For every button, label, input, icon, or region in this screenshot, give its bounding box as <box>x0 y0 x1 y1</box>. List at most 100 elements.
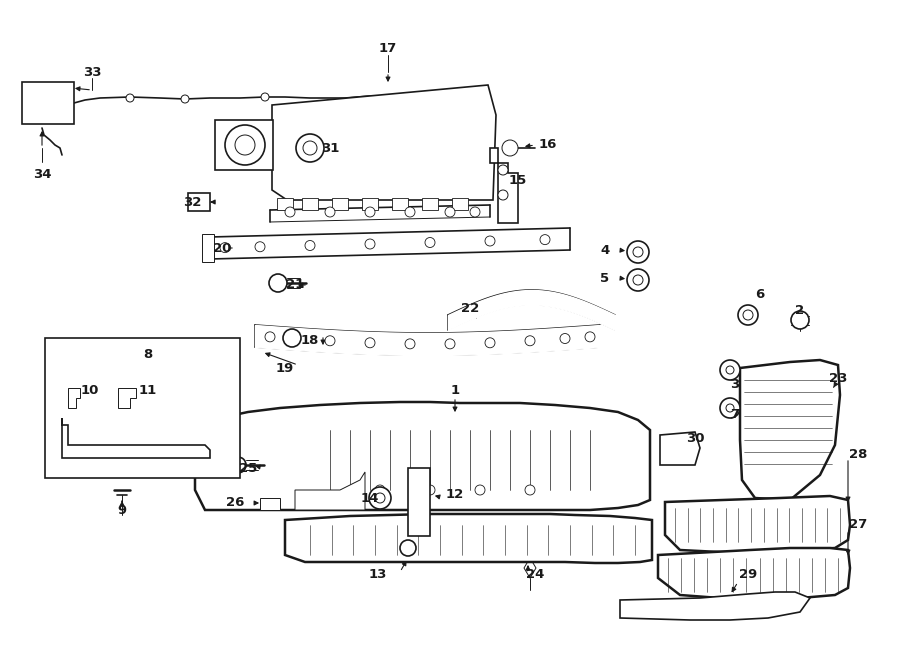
Polygon shape <box>62 418 210 458</box>
Circle shape <box>265 332 275 342</box>
Circle shape <box>627 269 649 291</box>
Circle shape <box>498 165 508 175</box>
Circle shape <box>540 235 550 245</box>
Text: 13: 13 <box>369 568 387 582</box>
Circle shape <box>365 338 375 348</box>
Bar <box>260 498 280 510</box>
Text: 9: 9 <box>117 504 127 516</box>
Polygon shape <box>658 548 850 598</box>
Bar <box>202 234 214 262</box>
Circle shape <box>365 207 375 217</box>
Circle shape <box>365 239 375 249</box>
Text: 31: 31 <box>320 141 339 155</box>
Circle shape <box>290 334 300 344</box>
Bar <box>215 120 273 170</box>
Polygon shape <box>272 85 496 200</box>
Circle shape <box>225 125 265 165</box>
Circle shape <box>498 190 508 200</box>
Bar <box>277 198 293 210</box>
Text: 17: 17 <box>379 42 397 54</box>
Text: 29: 29 <box>739 568 757 582</box>
Circle shape <box>470 207 480 217</box>
Polygon shape <box>660 432 700 465</box>
Polygon shape <box>285 514 652 563</box>
Text: 19: 19 <box>276 362 294 375</box>
Text: 5: 5 <box>600 272 609 284</box>
Text: 34: 34 <box>32 169 51 182</box>
Text: 4: 4 <box>600 243 609 256</box>
Circle shape <box>791 311 809 329</box>
Text: 15: 15 <box>508 173 527 186</box>
Text: 22: 22 <box>461 301 479 315</box>
Circle shape <box>220 243 230 253</box>
Polygon shape <box>740 360 840 500</box>
Circle shape <box>633 247 643 257</box>
Circle shape <box>720 360 740 380</box>
Circle shape <box>738 305 758 325</box>
Circle shape <box>445 207 455 217</box>
Bar <box>45 338 240 478</box>
Text: 2: 2 <box>796 303 805 317</box>
Bar <box>332 198 348 210</box>
Text: 8: 8 <box>143 348 153 362</box>
Circle shape <box>525 485 535 495</box>
Bar <box>452 198 468 210</box>
Circle shape <box>425 237 435 247</box>
Text: 24: 24 <box>526 568 544 582</box>
Circle shape <box>485 338 495 348</box>
Circle shape <box>261 93 269 101</box>
Text: 21: 21 <box>286 278 304 292</box>
Bar <box>302 198 318 210</box>
Circle shape <box>283 329 301 347</box>
Text: 30: 30 <box>686 432 704 444</box>
Text: 6: 6 <box>755 288 765 301</box>
Text: 23: 23 <box>829 371 847 385</box>
Text: 27: 27 <box>849 518 867 531</box>
Circle shape <box>181 95 189 103</box>
Circle shape <box>425 485 435 495</box>
Text: 25: 25 <box>238 461 257 475</box>
Circle shape <box>325 207 335 217</box>
Polygon shape <box>620 592 810 620</box>
Circle shape <box>325 336 335 346</box>
Text: 10: 10 <box>81 383 99 397</box>
Circle shape <box>726 404 734 412</box>
Circle shape <box>502 140 518 156</box>
Circle shape <box>235 135 255 155</box>
Text: 28: 28 <box>849 449 868 461</box>
Circle shape <box>445 339 455 349</box>
Circle shape <box>560 334 570 344</box>
Circle shape <box>627 241 649 263</box>
Circle shape <box>296 134 324 162</box>
Circle shape <box>743 310 753 320</box>
Text: 26: 26 <box>226 496 244 510</box>
Circle shape <box>405 207 415 217</box>
Circle shape <box>285 207 295 217</box>
Bar <box>22 82 74 124</box>
Circle shape <box>475 485 485 495</box>
Circle shape <box>255 242 265 252</box>
Circle shape <box>375 485 385 495</box>
Polygon shape <box>295 472 365 510</box>
Text: 1: 1 <box>450 383 460 397</box>
Bar <box>408 468 430 536</box>
Circle shape <box>405 339 415 349</box>
Polygon shape <box>195 402 650 510</box>
Circle shape <box>303 141 317 155</box>
Polygon shape <box>665 496 850 552</box>
Circle shape <box>485 236 495 246</box>
Polygon shape <box>490 148 518 223</box>
Bar <box>422 198 438 210</box>
Circle shape <box>126 94 134 102</box>
Bar <box>392 198 408 210</box>
Circle shape <box>633 275 643 285</box>
Circle shape <box>375 493 385 503</box>
Text: 33: 33 <box>83 65 101 79</box>
Text: 7: 7 <box>731 408 740 422</box>
Circle shape <box>585 332 595 342</box>
Text: 12: 12 <box>446 488 464 502</box>
Circle shape <box>230 457 246 473</box>
Text: 32: 32 <box>183 196 202 208</box>
Circle shape <box>369 487 391 509</box>
Text: 16: 16 <box>539 139 557 151</box>
